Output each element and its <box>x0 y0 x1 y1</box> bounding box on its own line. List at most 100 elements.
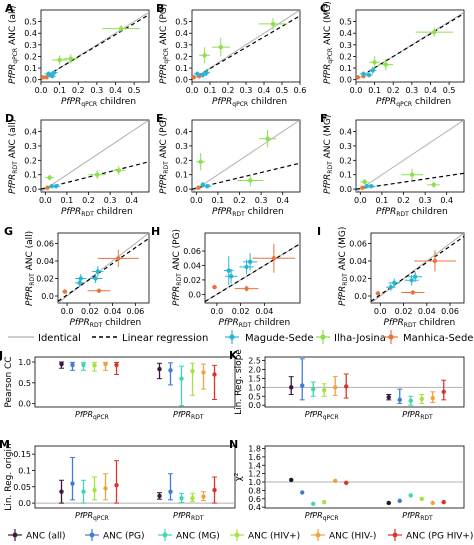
x-tick-label: 0.2 <box>397 196 410 205</box>
data-point <box>408 398 413 403</box>
panel-b: B 0.0 0.1 0.2 0.3 0.4 0.5 0.6 0.0 0.1 0.2 0.3 0.4 0.5… <box>156 2 306 108</box>
plot-area <box>356 120 464 192</box>
data-point <box>103 486 108 491</box>
panel-letter: I <box>317 225 321 238</box>
data-point <box>419 396 424 402</box>
axis-label-tail: children <box>97 97 136 107</box>
y-tick-label: 0.2 <box>339 52 352 61</box>
axis-label-tail: ANC (MG) <box>323 115 333 162</box>
identical-line <box>192 120 300 192</box>
data-point <box>96 288 102 293</box>
data-point <box>370 68 375 73</box>
data-point <box>103 361 108 367</box>
legend-marker <box>234 532 240 538</box>
axis-label: PfPRRDT <box>402 410 433 421</box>
x-tick-label: 0.0 <box>350 86 363 95</box>
axis-label-part: PfPR <box>402 410 420 419</box>
y-tick-label: 0.4 <box>175 29 188 38</box>
panel-letter: H <box>151 225 160 238</box>
y-tick-label: 0.3 <box>175 142 188 151</box>
y-tick-label: 1.0 <box>248 478 261 487</box>
axis-label-part: PfPR <box>305 410 323 419</box>
data-point <box>368 184 374 189</box>
y-tick-label: 0.4 <box>175 128 188 137</box>
data-point <box>118 26 124 31</box>
axis-label-tail: children <box>416 318 455 328</box>
axes-frame <box>57 232 150 304</box>
axes-frame <box>191 119 301 193</box>
axis-label-tail: ANC (MG) <box>323 1 333 48</box>
y-tick-label: 0.1 <box>24 171 37 180</box>
axis-label-sub: RDT <box>239 322 252 329</box>
axis-label-part: PfPR <box>173 511 191 520</box>
y-tick-label: 0.2 <box>24 156 37 165</box>
y-tick-label: 0.0 <box>175 185 188 194</box>
axis-label-sub: RDT <box>342 273 349 286</box>
axis-label-part: PfPR <box>61 97 81 107</box>
y-tick-label: 0.1 <box>18 466 31 475</box>
data-point <box>356 75 361 80</box>
x-tick-label: 0.5 <box>128 86 141 95</box>
axis-label-tail: ANC (all) <box>8 119 18 161</box>
axis-label-tail: children <box>412 97 451 107</box>
y-axis-label: Pearson CC <box>4 356 14 407</box>
x-tick-label: 0.04 <box>104 307 122 316</box>
data-point <box>289 477 294 483</box>
legend-label-2: ANC (MG) <box>176 532 220 542</box>
data-point <box>410 290 416 295</box>
x-tick-label: 0.0 <box>190 196 203 205</box>
data-point <box>68 56 73 61</box>
data-point <box>78 276 83 281</box>
data-point <box>270 21 276 27</box>
data-point <box>179 376 184 381</box>
data-point <box>49 73 55 79</box>
y-tick-label: 1.0 <box>248 383 261 392</box>
y-tick-label: 0.5 <box>24 18 37 27</box>
axis-label-tail: ANC (PG) <box>159 4 169 48</box>
data-point <box>248 178 253 183</box>
x-tick-label: 0.0 <box>211 307 224 316</box>
y-tick-label: 0.1 <box>175 171 188 180</box>
y-tick-label: 0.2 <box>339 156 352 165</box>
axes-frame <box>34 356 236 408</box>
x-tick-label: 0.4 <box>424 86 437 95</box>
y-tick-label: 1.0 <box>18 358 31 367</box>
axis-label: PfPRRDT ANC (all) <box>8 119 19 194</box>
data-point <box>430 500 435 506</box>
data-point <box>300 490 305 495</box>
legend-regression: Linear regression <box>122 333 208 344</box>
y-axis-label: χ² <box>234 472 244 481</box>
y-tick-label: 2.0 <box>248 366 261 375</box>
x-tick-label: 0.4 <box>125 196 138 205</box>
data-point <box>311 386 316 392</box>
panel-letter: J <box>0 349 3 362</box>
x-tick-label: 0.3 <box>255 196 268 205</box>
y-tick-label: 0.06 <box>36 240 54 249</box>
regression-line <box>205 243 300 303</box>
data-point <box>322 499 327 505</box>
y-tick-label: 0.3 <box>339 142 352 151</box>
identical-line <box>58 233 149 303</box>
data-point <box>409 278 414 283</box>
x-tick-label: 0.02 <box>81 307 99 316</box>
y-tick-label: 0.02 <box>183 276 201 285</box>
axis-label: PfPRRDT ANC (all) <box>25 231 36 306</box>
regression-line <box>41 161 149 190</box>
legend-ilha: Ilha-Josina <box>334 333 386 344</box>
y-tick-label: 0.1 <box>175 64 188 73</box>
panel-letter: G <box>4 225 13 238</box>
y-tick-label: 0.0 <box>188 290 201 299</box>
data-point <box>196 185 201 190</box>
data-point <box>114 482 119 488</box>
y-axis-label: Lin. Reg. slope <box>234 349 244 415</box>
y-tick-label: 0.4 <box>339 128 352 137</box>
data-point <box>362 179 367 185</box>
axis-label-part: PfPR <box>376 207 396 217</box>
y-tick-label: 0.4 <box>339 29 352 38</box>
identical-line <box>41 120 149 192</box>
y-tick-label: 0.2 <box>175 156 188 165</box>
x-tick-label: 0.3 <box>419 196 432 205</box>
x-tick-label: 0.4 <box>276 196 289 205</box>
